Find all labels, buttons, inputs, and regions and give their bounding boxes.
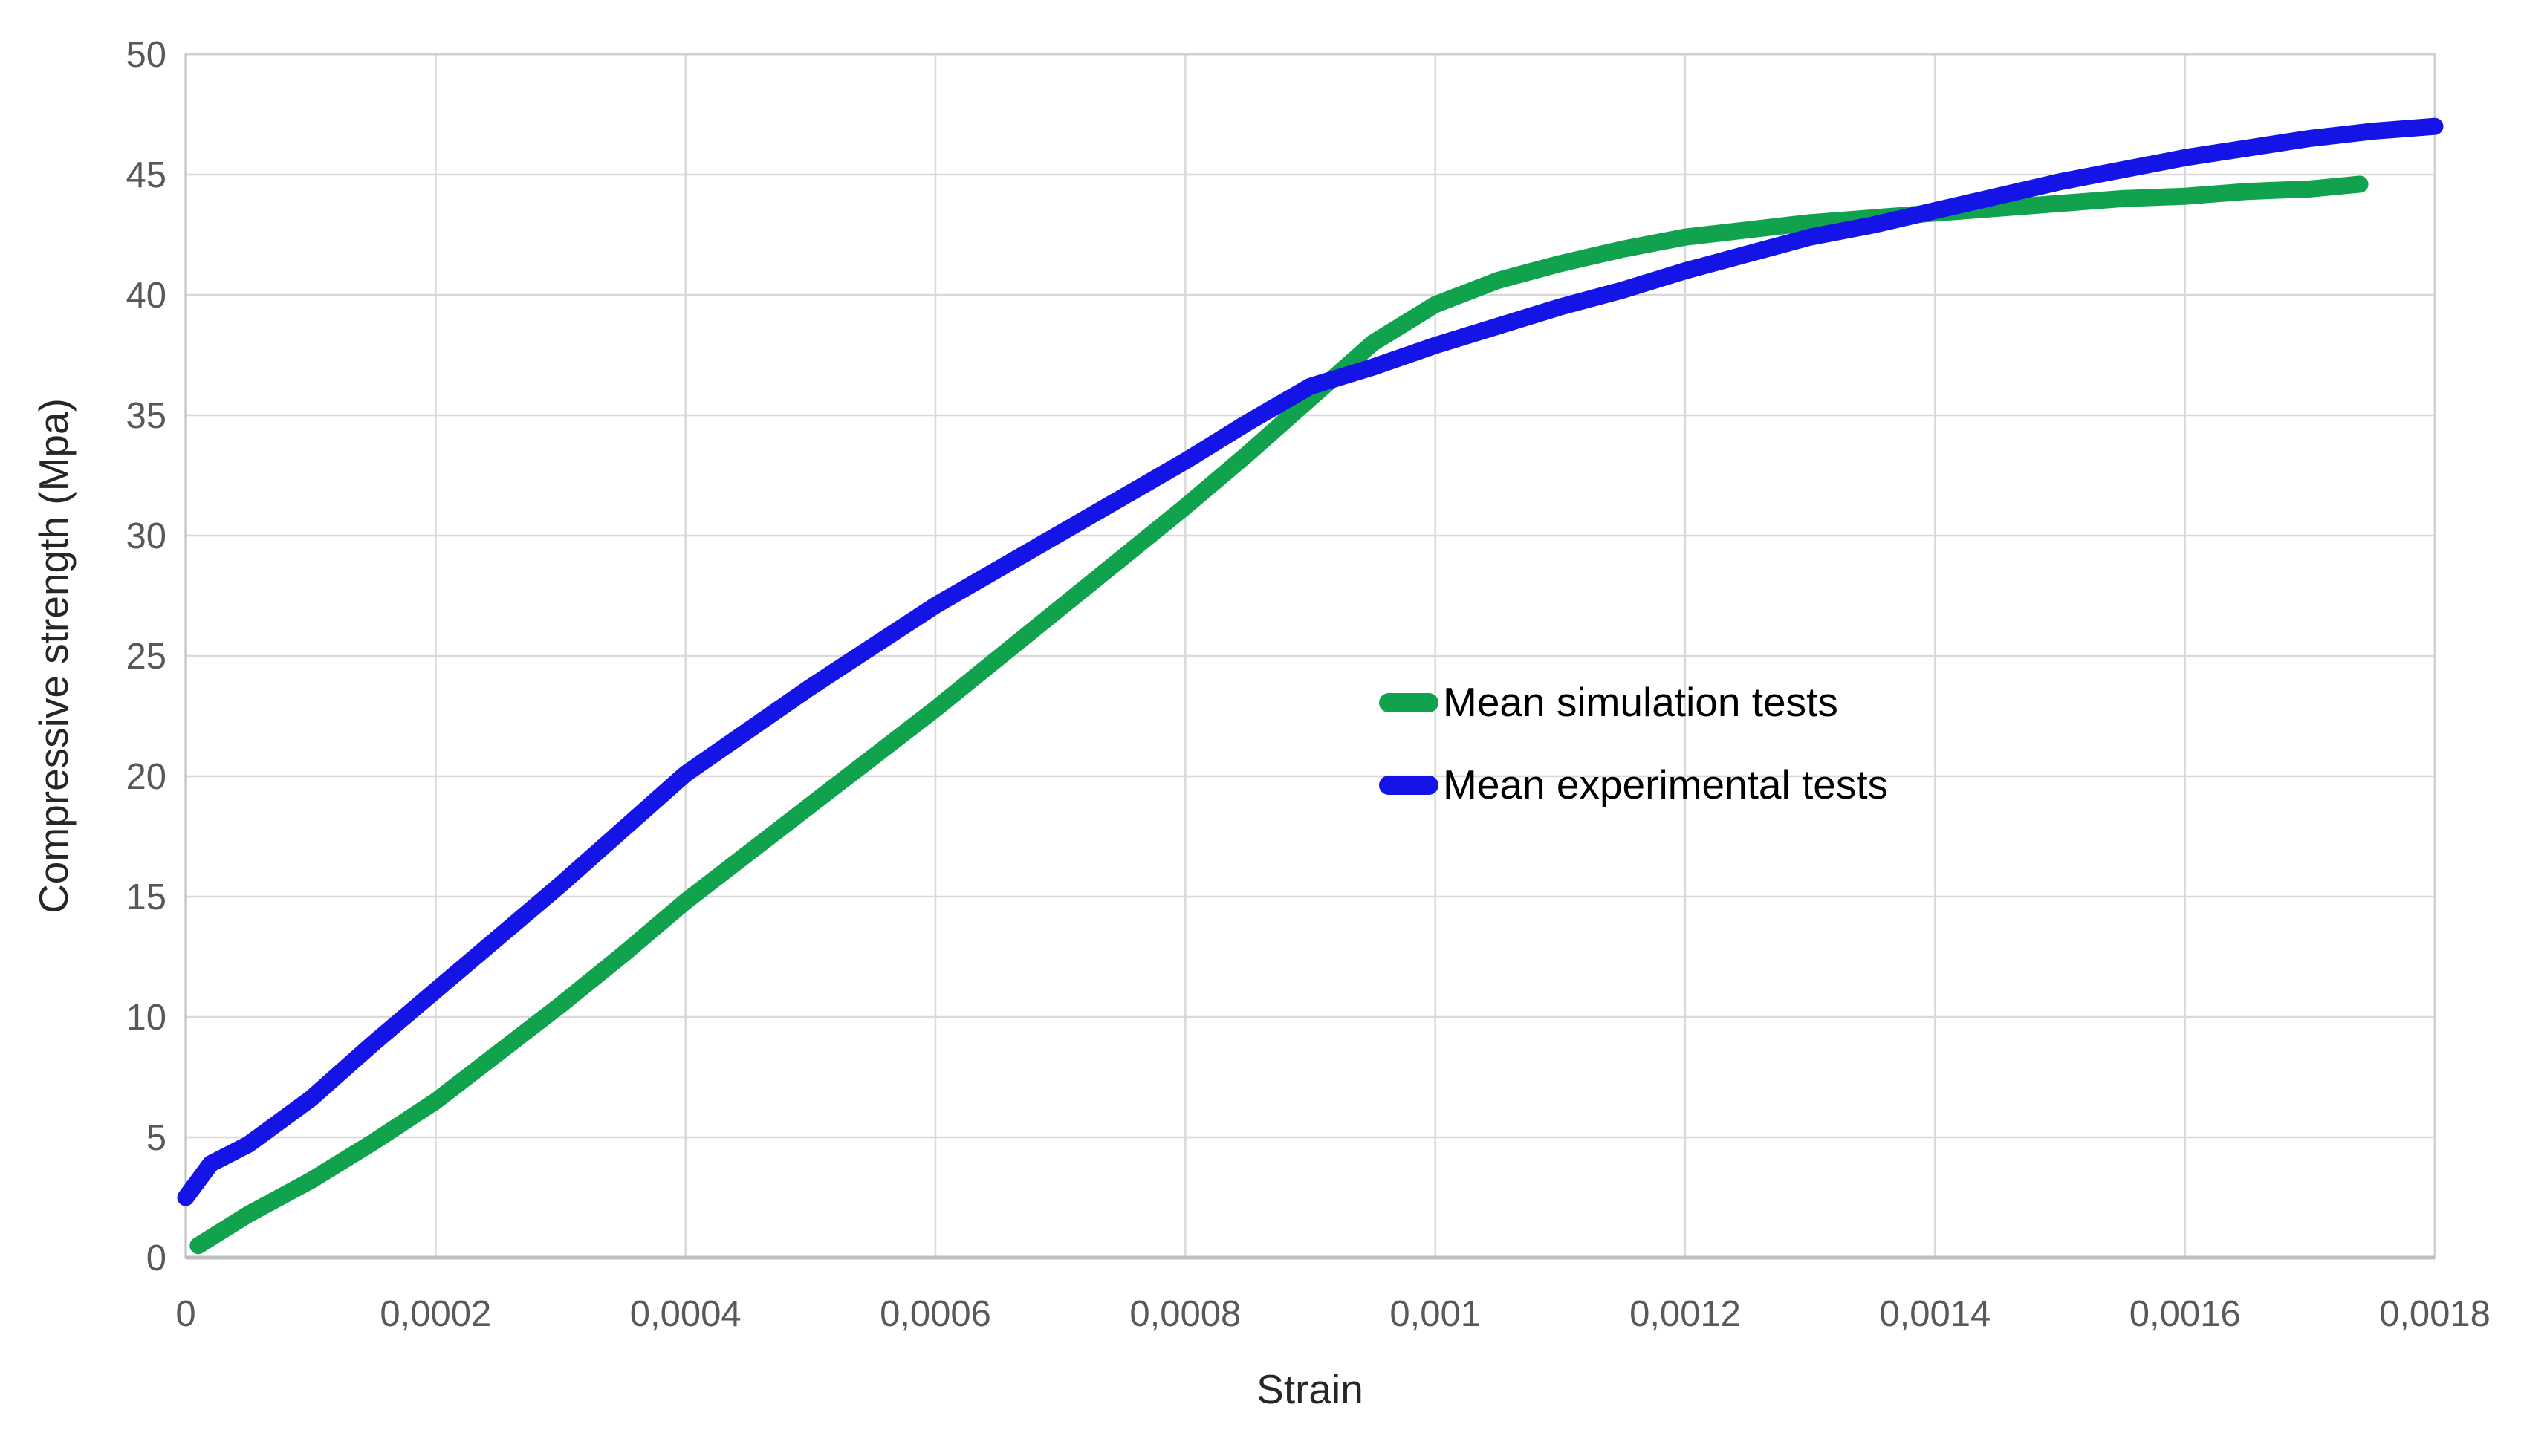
y-tick-label: 5 [146,1118,166,1158]
x-tick-label: 0,0016 [2129,1294,2241,1334]
legend-label-simulation: Mean simulation tests [1443,679,1838,725]
x-tick-label: 0,0004 [630,1294,742,1334]
y-tick-label: 45 [126,155,166,195]
x-tick-label: 0,0008 [1129,1294,1241,1334]
legend-swatch-experimental-icon [1379,775,1438,795]
x-tick-label: 0,0012 [1629,1294,1741,1334]
y-axis-title: Compressive strength (Mpa) [30,398,77,914]
y-tick-label: 25 [126,637,166,677]
x-tick-label: 0,0002 [380,1294,491,1334]
y-tick-label: 10 [126,998,166,1038]
legend-label-experimental: Mean experimental tests [1443,761,1889,807]
series-line-simulation [189,175,2369,1255]
y-tick-label: 35 [126,396,166,436]
y-tick-label: 20 [126,757,166,797]
legend-item-experimental: Mean experimental tests [1379,764,1888,805]
x-tick-label: 0,0018 [2379,1294,2491,1334]
legend-item-simulation: Mean simulation tests [1379,682,1888,723]
x-tick-label: 0,0006 [880,1294,991,1334]
y-tick-label: 30 [126,516,166,556]
y-tick-label: 50 [126,35,166,75]
series-line-experimental [177,117,2444,1206]
y-tick-label: 0 [146,1238,166,1278]
legend-swatch-simulation-icon [1379,692,1438,712]
x-axis-title: Strain [1256,1366,1363,1412]
y-tick-label: 15 [126,877,166,917]
x-tick-label: 0 [175,1294,195,1334]
x-tick-label: 0,001 [1389,1294,1481,1334]
x-tick-label: 0,0014 [1879,1294,1991,1334]
legend: Mean simulation tests Mean experimental … [1379,682,1888,805]
y-tick-label: 40 [126,276,166,316]
